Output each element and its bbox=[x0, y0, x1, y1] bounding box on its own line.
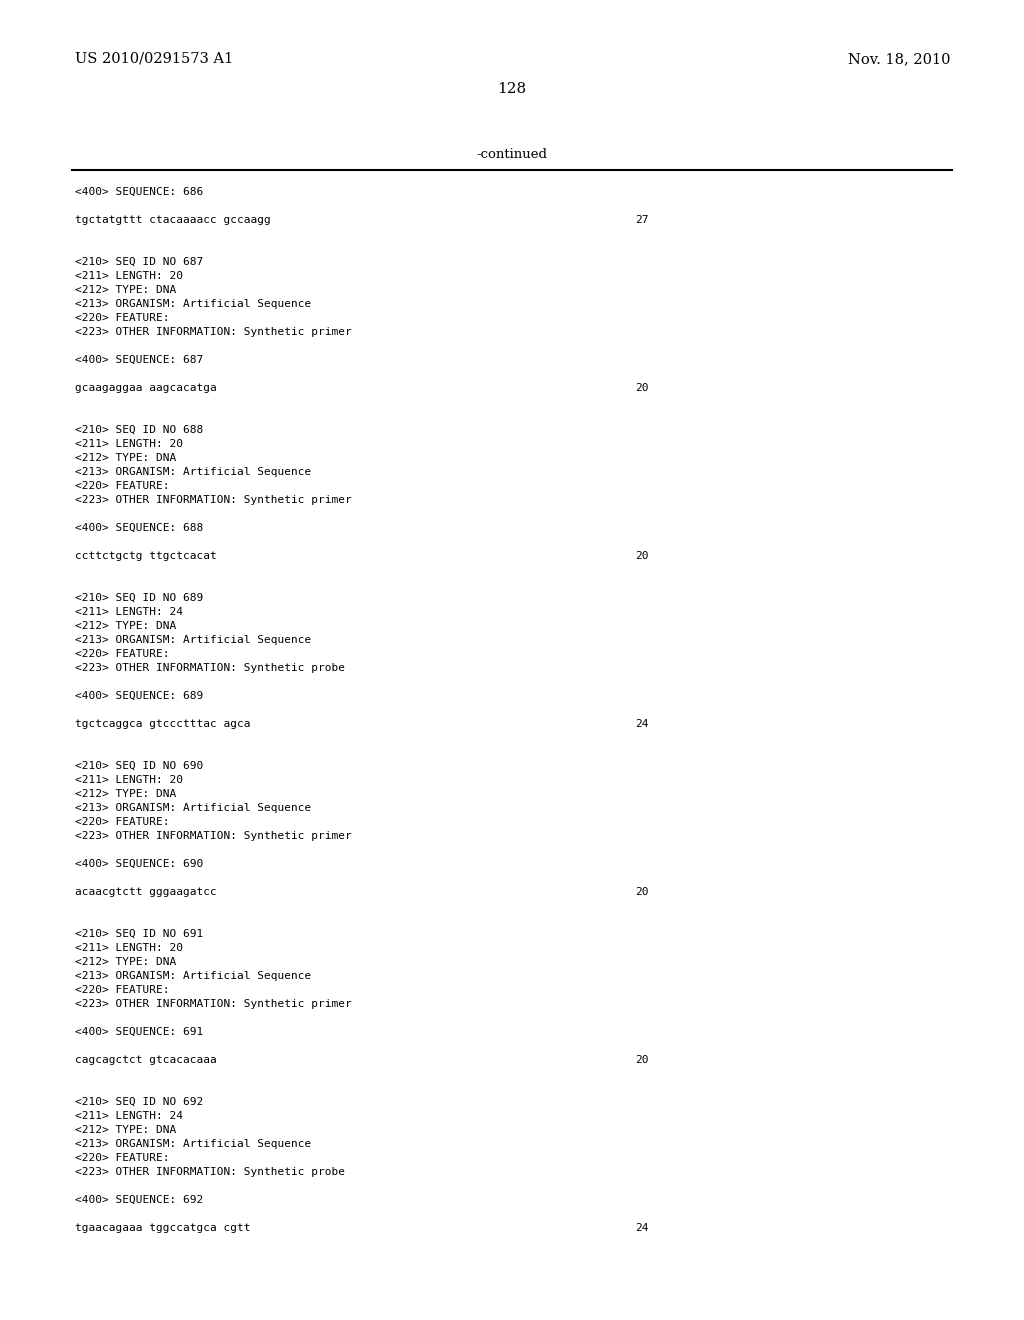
Text: <211> LENGTH: 24: <211> LENGTH: 24 bbox=[75, 607, 183, 616]
Text: acaacgtctt gggaagatcc: acaacgtctt gggaagatcc bbox=[75, 887, 217, 898]
Text: <212> TYPE: DNA: <212> TYPE: DNA bbox=[75, 1125, 176, 1135]
Text: ccttctgctg ttgctcacat: ccttctgctg ttgctcacat bbox=[75, 550, 217, 561]
Text: <400> SEQUENCE: 692: <400> SEQUENCE: 692 bbox=[75, 1195, 203, 1205]
Text: <220> FEATURE:: <220> FEATURE: bbox=[75, 649, 170, 659]
Text: <211> LENGTH: 20: <211> LENGTH: 20 bbox=[75, 271, 183, 281]
Text: <211> LENGTH: 24: <211> LENGTH: 24 bbox=[75, 1111, 183, 1121]
Text: <210> SEQ ID NO 689: <210> SEQ ID NO 689 bbox=[75, 593, 203, 603]
Text: gcaagaggaa aagcacatga: gcaagaggaa aagcacatga bbox=[75, 383, 217, 393]
Text: tgaacagaaa tggccatgca cgtt: tgaacagaaa tggccatgca cgtt bbox=[75, 1224, 251, 1233]
Text: <213> ORGANISM: Artificial Sequence: <213> ORGANISM: Artificial Sequence bbox=[75, 803, 311, 813]
Text: 20: 20 bbox=[635, 550, 648, 561]
Text: <212> TYPE: DNA: <212> TYPE: DNA bbox=[75, 285, 176, 294]
Text: <211> LENGTH: 20: <211> LENGTH: 20 bbox=[75, 440, 183, 449]
Text: <220> FEATURE:: <220> FEATURE: bbox=[75, 1152, 170, 1163]
Text: 128: 128 bbox=[498, 82, 526, 96]
Text: <212> TYPE: DNA: <212> TYPE: DNA bbox=[75, 957, 176, 968]
Text: <211> LENGTH: 20: <211> LENGTH: 20 bbox=[75, 942, 183, 953]
Text: tgctatgttt ctacaaaacc gccaagg: tgctatgttt ctacaaaacc gccaagg bbox=[75, 215, 270, 224]
Text: <220> FEATURE:: <220> FEATURE: bbox=[75, 817, 170, 828]
Text: US 2010/0291573 A1: US 2010/0291573 A1 bbox=[75, 51, 233, 66]
Text: 27: 27 bbox=[635, 215, 648, 224]
Text: <210> SEQ ID NO 691: <210> SEQ ID NO 691 bbox=[75, 929, 203, 939]
Text: <211> LENGTH: 20: <211> LENGTH: 20 bbox=[75, 775, 183, 785]
Text: <213> ORGANISM: Artificial Sequence: <213> ORGANISM: Artificial Sequence bbox=[75, 300, 311, 309]
Text: 20: 20 bbox=[635, 383, 648, 393]
Text: <210> SEQ ID NO 692: <210> SEQ ID NO 692 bbox=[75, 1097, 203, 1107]
Text: <223> OTHER INFORMATION: Synthetic probe: <223> OTHER INFORMATION: Synthetic probe bbox=[75, 663, 345, 673]
Text: 24: 24 bbox=[635, 719, 648, 729]
Text: <223> OTHER INFORMATION: Synthetic primer: <223> OTHER INFORMATION: Synthetic prime… bbox=[75, 999, 352, 1008]
Text: <212> TYPE: DNA: <212> TYPE: DNA bbox=[75, 789, 176, 799]
Text: <223> OTHER INFORMATION: Synthetic primer: <223> OTHER INFORMATION: Synthetic prime… bbox=[75, 495, 352, 506]
Text: <400> SEQUENCE: 691: <400> SEQUENCE: 691 bbox=[75, 1027, 203, 1038]
Text: <223> OTHER INFORMATION: Synthetic primer: <223> OTHER INFORMATION: Synthetic prime… bbox=[75, 327, 352, 337]
Text: <213> ORGANISM: Artificial Sequence: <213> ORGANISM: Artificial Sequence bbox=[75, 1139, 311, 1148]
Text: <210> SEQ ID NO 687: <210> SEQ ID NO 687 bbox=[75, 257, 203, 267]
Text: <212> TYPE: DNA: <212> TYPE: DNA bbox=[75, 453, 176, 463]
Text: <400> SEQUENCE: 688: <400> SEQUENCE: 688 bbox=[75, 523, 203, 533]
Text: <210> SEQ ID NO 690: <210> SEQ ID NO 690 bbox=[75, 762, 203, 771]
Text: <400> SEQUENCE: 689: <400> SEQUENCE: 689 bbox=[75, 690, 203, 701]
Text: -continued: -continued bbox=[476, 148, 548, 161]
Text: <223> OTHER INFORMATION: Synthetic primer: <223> OTHER INFORMATION: Synthetic prime… bbox=[75, 832, 352, 841]
Text: <400> SEQUENCE: 686: <400> SEQUENCE: 686 bbox=[75, 187, 203, 197]
Text: 20: 20 bbox=[635, 1055, 648, 1065]
Text: <223> OTHER INFORMATION: Synthetic probe: <223> OTHER INFORMATION: Synthetic probe bbox=[75, 1167, 345, 1177]
Text: <212> TYPE: DNA: <212> TYPE: DNA bbox=[75, 620, 176, 631]
Text: Nov. 18, 2010: Nov. 18, 2010 bbox=[848, 51, 950, 66]
Text: <213> ORGANISM: Artificial Sequence: <213> ORGANISM: Artificial Sequence bbox=[75, 635, 311, 645]
Text: 24: 24 bbox=[635, 1224, 648, 1233]
Text: 20: 20 bbox=[635, 887, 648, 898]
Text: cagcagctct gtcacacaaa: cagcagctct gtcacacaaa bbox=[75, 1055, 217, 1065]
Text: <210> SEQ ID NO 688: <210> SEQ ID NO 688 bbox=[75, 425, 203, 436]
Text: <220> FEATURE:: <220> FEATURE: bbox=[75, 313, 170, 323]
Text: tgctcaggca gtccctttac agca: tgctcaggca gtccctttac agca bbox=[75, 719, 251, 729]
Text: <400> SEQUENCE: 690: <400> SEQUENCE: 690 bbox=[75, 859, 203, 869]
Text: <220> FEATURE:: <220> FEATURE: bbox=[75, 985, 170, 995]
Text: <213> ORGANISM: Artificial Sequence: <213> ORGANISM: Artificial Sequence bbox=[75, 467, 311, 477]
Text: <400> SEQUENCE: 687: <400> SEQUENCE: 687 bbox=[75, 355, 203, 366]
Text: <220> FEATURE:: <220> FEATURE: bbox=[75, 480, 170, 491]
Text: <213> ORGANISM: Artificial Sequence: <213> ORGANISM: Artificial Sequence bbox=[75, 972, 311, 981]
